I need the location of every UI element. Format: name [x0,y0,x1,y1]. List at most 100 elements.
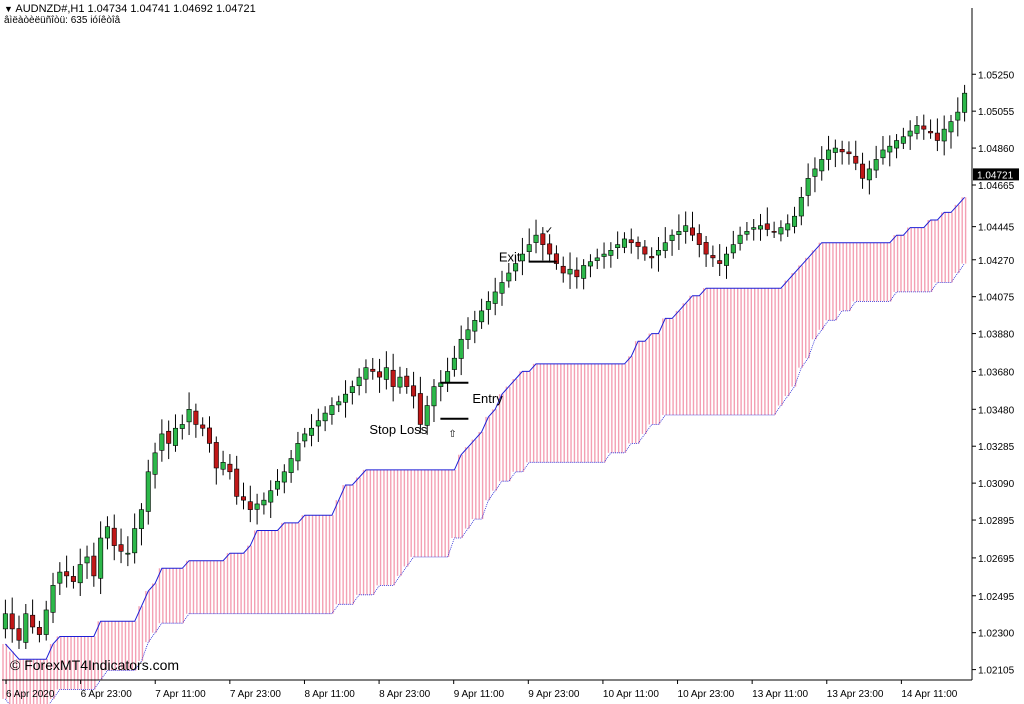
kijun-lines [5,196,965,704]
candle [118,528,124,564]
arrow-up-icon: ⇧ [448,429,456,440]
candle-body [533,234,539,243]
candle [91,542,97,587]
candle-body [43,609,49,635]
triangle-down-icon[interactable]: ▼ [4,4,13,14]
candle [50,572,56,624]
candle [309,414,315,447]
candle-body [23,613,29,643]
candle [526,228,532,263]
candle [662,227,668,259]
candle [43,600,49,641]
candle-body [295,443,301,462]
candle [383,351,389,390]
candle-body [615,244,621,249]
candle [574,257,580,289]
candle [356,368,362,396]
candle [281,464,287,494]
candle-body [655,249,661,256]
candle-body [710,255,716,259]
candle [23,603,29,649]
candle [717,244,723,276]
candle [880,136,886,165]
candle-body [948,121,954,133]
candle [642,240,648,261]
candle-body [778,227,784,235]
candle-body [513,263,519,272]
candle-body [553,253,559,264]
candle-body [451,357,457,370]
candle [363,359,369,394]
x-tick-label: 9 Apr 11:00 [454,689,505,700]
candle-body [159,433,165,451]
candle-body [166,430,172,444]
candle-body [887,145,893,153]
candle-body [928,131,934,134]
candle [676,214,682,250]
candle-body [601,253,607,257]
candles [2,84,968,649]
candle [465,317,471,350]
candle-body [860,163,866,179]
candle-body [288,458,294,473]
candle-body [479,310,485,323]
candle-body [934,132,940,141]
candle [744,221,750,241]
candle-body [458,338,464,359]
candle-body [206,427,212,444]
candle-body [2,613,8,630]
candle [921,114,927,140]
candle [322,406,328,432]
candle-body [36,627,42,635]
candle-body [138,509,144,529]
candle-body [621,238,627,248]
candle [737,226,743,251]
candle-body [356,376,362,387]
candle [417,376,423,434]
candle [472,310,478,344]
candle [349,380,355,405]
candle-body [70,576,76,582]
candle [288,449,294,483]
candle-body [689,227,695,236]
candle [404,368,410,394]
candle-body [635,241,641,247]
candle [914,116,920,140]
candle [411,371,417,409]
candle [125,536,131,567]
candle [193,403,199,438]
candle-body [77,564,83,584]
candle [370,357,376,380]
candle [200,417,206,437]
candle-body [281,471,287,483]
candle-body [417,393,423,425]
candle [621,232,627,254]
candle [608,242,614,268]
x-tick-label: 7 Apr 23:00 [230,689,282,700]
candle-body [220,462,226,470]
candle-body [921,125,927,130]
candle-body [880,149,886,159]
candle [98,521,104,595]
candle [397,366,403,394]
candle-body [172,427,178,446]
ichimoku-cloud [2,197,967,704]
current-price-label: 1.04721 [977,170,1014,181]
candle-body [383,367,389,380]
candle [866,160,872,195]
candle [778,220,784,242]
candle-body [370,368,376,372]
candle [179,414,185,440]
candle [846,141,852,165]
candle [887,135,893,167]
candle [138,503,144,546]
candle-body [104,526,110,539]
candle [70,565,76,589]
candle-body [118,544,124,552]
x-tick-label: 10 Apr 11:00 [603,689,659,700]
candle-body [751,227,757,230]
candle-body [200,424,206,429]
y-tick-label: 1.04075 [978,293,1015,304]
candle-body [309,427,315,436]
candle-body [866,168,872,181]
